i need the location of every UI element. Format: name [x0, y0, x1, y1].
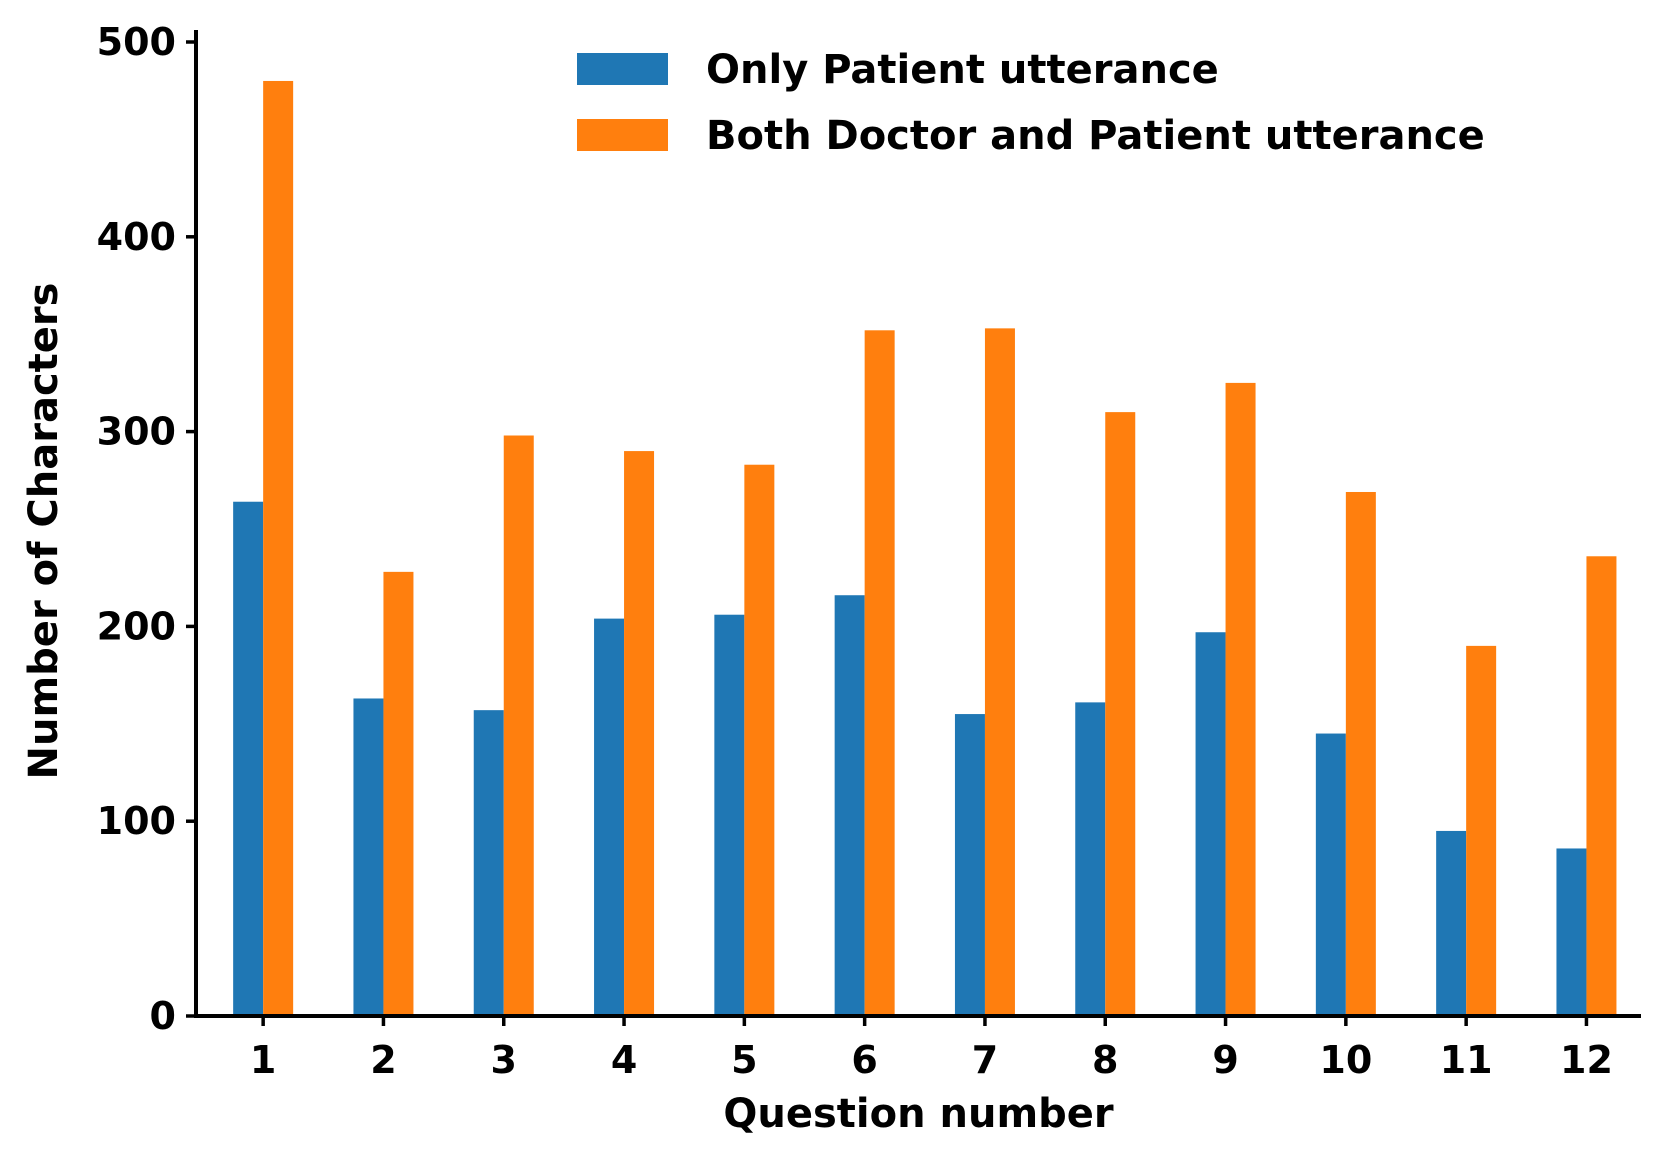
bar-doctor-and-patient-q7 — [984, 328, 1015, 1016]
bar-only-patient-q10 — [1315, 733, 1346, 1016]
bar-only-patient-q6 — [834, 595, 865, 1016]
bar-only-patient-q9 — [1195, 632, 1226, 1016]
x-tick-label: 11 — [1440, 1038, 1493, 1082]
legend-swatch — [577, 53, 668, 85]
legend-swatch — [577, 119, 668, 151]
x-tick-label: 6 — [851, 1038, 877, 1082]
y-tick-label: 400 — [97, 215, 176, 259]
x-tick-label: 5 — [731, 1038, 757, 1082]
y-tick-label: 100 — [97, 799, 176, 843]
bar-doctor-and-patient-q6 — [864, 330, 895, 1016]
bar-doctor-and-patient-q4 — [624, 451, 655, 1017]
legend-label: Only Patient utterance — [706, 47, 1219, 93]
legend-label: Both Doctor and Patient utterance — [706, 113, 1485, 159]
x-tick-label: 1 — [250, 1038, 276, 1082]
bar-only-patient-q11 — [1436, 830, 1467, 1016]
y-tick-label: 500 — [97, 20, 176, 64]
x-tick-label: 2 — [370, 1038, 396, 1082]
bar-doctor-and-patient-q9 — [1225, 382, 1256, 1016]
x-tick-label: 4 — [611, 1038, 637, 1082]
bar-only-patient-q12 — [1556, 848, 1587, 1016]
bars-group — [233, 80, 1617, 1017]
x-tick-label: 10 — [1319, 1038, 1372, 1082]
bar-only-patient-q5 — [714, 614, 745, 1016]
legend: Only Patient utterance Both Doctor and Pa… — [577, 47, 1485, 159]
bar-doctor-and-patient-q5 — [744, 464, 775, 1017]
bar-doctor-and-patient-q8 — [1105, 412, 1136, 1016]
bar-doctor-and-patient-q10 — [1345, 491, 1376, 1016]
y-axis-label: Number of Characters — [21, 283, 67, 780]
y-ticks: 0 100 200 300 400 500 — [97, 20, 196, 1038]
bar-doctor-and-patient-q3 — [503, 435, 534, 1016]
x-axis-label: Question number — [723, 1091, 1114, 1137]
x-ticks: 1 2 3 4 5 6 7 8 9 10 11 12 — [250, 1016, 1613, 1082]
x-tick-label: 12 — [1560, 1038, 1613, 1082]
x-tick-label: 8 — [1092, 1038, 1118, 1082]
x-tick-label: 3 — [491, 1038, 517, 1082]
bar-doctor-and-patient-q2 — [383, 571, 414, 1016]
bar-only-patient-q8 — [1075, 702, 1106, 1016]
bar-only-patient-q2 — [353, 698, 384, 1016]
axes-group — [194, 30, 1641, 1018]
y-tick-label: 300 — [97, 410, 176, 454]
bar-only-patient-q4 — [594, 618, 625, 1016]
bar-only-patient-q1 — [233, 501, 264, 1017]
x-tick-label: 7 — [972, 1038, 998, 1082]
y-tick-label: 0 — [150, 994, 176, 1038]
bar-only-patient-q3 — [473, 710, 504, 1016]
y-tick-label: 200 — [97, 604, 176, 648]
bar-doctor-and-patient-q1 — [263, 80, 294, 1016]
bar-only-patient-q7 — [954, 714, 985, 1016]
x-tick-label: 9 — [1212, 1038, 1238, 1082]
bar-doctor-and-patient-q12 — [1586, 556, 1617, 1016]
bar-doctor-and-patient-q11 — [1466, 645, 1497, 1016]
